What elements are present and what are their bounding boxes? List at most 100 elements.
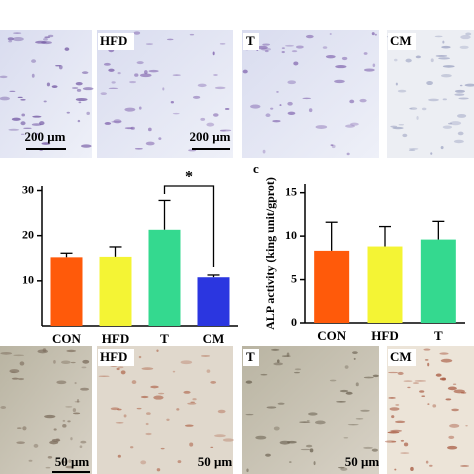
texture (56, 380, 67, 385)
texture (65, 406, 73, 408)
texture (64, 47, 70, 51)
texture (291, 50, 298, 53)
texture (458, 97, 469, 100)
texture (388, 371, 399, 374)
texture (206, 122, 215, 127)
texture (279, 440, 291, 445)
texture (337, 466, 345, 469)
texture (285, 44, 294, 47)
texture (200, 117, 206, 121)
texture (395, 420, 406, 424)
micrographs (0, 30, 474, 474)
texture (78, 101, 82, 104)
texture (288, 461, 292, 463)
texture (250, 104, 261, 109)
texture (140, 395, 149, 399)
texture (139, 73, 152, 78)
panel-label: T (246, 349, 255, 364)
texture (44, 36, 51, 39)
texture (206, 369, 211, 373)
label-box (388, 349, 416, 366)
texture (345, 124, 355, 128)
texture (43, 100, 47, 103)
texture (388, 397, 396, 399)
texture (424, 358, 429, 361)
texture (190, 401, 196, 403)
texture (58, 65, 63, 70)
texture (245, 413, 254, 416)
texture (335, 65, 347, 69)
texture (76, 88, 82, 92)
texture (116, 367, 120, 371)
texture (460, 465, 470, 467)
label-box (388, 33, 416, 50)
texture (302, 97, 312, 100)
texture (103, 62, 111, 66)
texture (336, 400, 346, 403)
texture (108, 68, 115, 72)
x-tick-label: HFD (102, 331, 129, 346)
texture (65, 465, 74, 469)
texture (449, 121, 462, 126)
texture (104, 122, 112, 125)
x-tick-label: CON (52, 331, 82, 346)
texture (74, 381, 77, 385)
texture (172, 370, 176, 373)
texture (21, 113, 26, 117)
texture (117, 72, 121, 75)
texture (210, 381, 217, 384)
texture (276, 91, 279, 93)
texture (8, 40, 13, 43)
texture (281, 47, 285, 49)
texture (0, 96, 10, 101)
significance-mark: * (185, 169, 193, 186)
texture (100, 92, 107, 96)
texture (402, 133, 408, 138)
texture (445, 398, 452, 401)
texture (134, 73, 139, 77)
texture (72, 408, 77, 413)
texture (213, 74, 218, 76)
texture (442, 65, 455, 68)
texture (403, 380, 413, 382)
texture (453, 139, 464, 144)
texture (456, 113, 467, 118)
texture (129, 80, 137, 84)
texture (71, 86, 79, 89)
texture (123, 414, 127, 418)
texture (457, 131, 464, 136)
texture (245, 380, 253, 384)
texture (200, 355, 211, 357)
texture (20, 133, 25, 135)
texture (73, 412, 81, 415)
texture (343, 437, 349, 439)
texture (138, 106, 142, 110)
bar (197, 277, 230, 326)
texture (145, 422, 149, 426)
texture (9, 369, 20, 374)
texture (322, 46, 328, 49)
texture (306, 419, 310, 422)
texture (80, 144, 92, 148)
label-box (98, 33, 134, 50)
texture (246, 468, 249, 473)
texture (345, 391, 353, 395)
texture (426, 81, 433, 86)
texture (419, 390, 425, 393)
texture (148, 69, 159, 73)
texture (31, 73, 35, 78)
texture (118, 366, 124, 369)
texture (340, 467, 348, 471)
texture (138, 355, 142, 359)
texture (465, 32, 472, 36)
texture (441, 377, 447, 381)
texture (392, 126, 404, 130)
texture (177, 460, 182, 464)
texture (440, 73, 452, 78)
texture (172, 74, 181, 76)
texture (219, 129, 232, 132)
texture (217, 409, 226, 414)
texture (136, 61, 144, 65)
bar (99, 256, 132, 326)
texture (86, 111, 90, 115)
